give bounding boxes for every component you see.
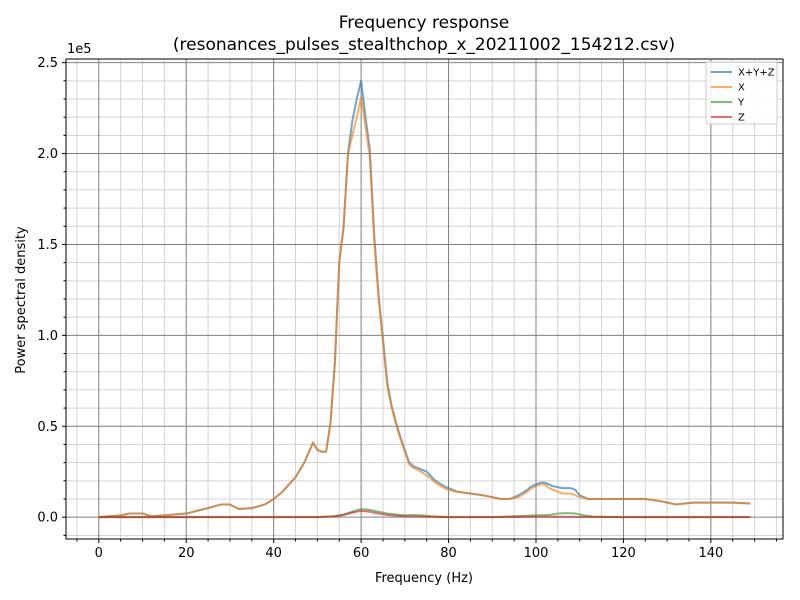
series-line-x bbox=[98, 96, 751, 519]
x-tick-label: 20 bbox=[178, 546, 195, 561]
series-lines bbox=[98, 79, 751, 519]
y-tick-label: 2.5 bbox=[37, 56, 58, 71]
y-axis-label: Power spectral density bbox=[14, 226, 29, 374]
chart-title: Frequency response bbox=[339, 13, 509, 33]
legend-label: Y bbox=[737, 98, 745, 109]
chart-subtitle: (resonances_pulses_stealthchop_x_2021100… bbox=[173, 35, 675, 55]
major-grid bbox=[66, 59, 783, 539]
y-tick-label: 1.0 bbox=[37, 329, 58, 344]
legend: X+Y+Z XYZ bbox=[705, 61, 778, 125]
y-tick-label: 1.5 bbox=[37, 238, 58, 253]
x-tick-label: 40 bbox=[265, 546, 282, 561]
y-tick-label: 0.0 bbox=[37, 511, 58, 526]
legend-label: X+Y+Z bbox=[738, 68, 775, 79]
legend-box bbox=[705, 61, 778, 125]
x-tick-label: 80 bbox=[440, 546, 457, 561]
series-line-z bbox=[98, 509, 751, 519]
y-offset-label: 1e5 bbox=[67, 42, 92, 57]
x-axis-ticks: 0 20 40 60 80 100 120 140 bbox=[76, 539, 777, 561]
x-tick-label: 120 bbox=[611, 546, 636, 561]
x-tick-label: 60 bbox=[353, 546, 370, 561]
y-tick-label: 2.0 bbox=[37, 147, 58, 162]
legend-label: Z bbox=[738, 113, 745, 124]
x-tick-label: 0 bbox=[95, 546, 103, 561]
x-tick-label: 100 bbox=[524, 546, 549, 561]
y-axis-ticks: 0.0 0.5 1.0 1.5 2.0 2.5 bbox=[37, 56, 66, 536]
legend-label: X bbox=[738, 83, 745, 94]
x-axis-label: Frequency (Hz) bbox=[375, 571, 473, 586]
y-tick-label: 0.5 bbox=[37, 420, 58, 435]
x-tick-label: 140 bbox=[698, 546, 723, 561]
minor-grid bbox=[66, 59, 783, 539]
